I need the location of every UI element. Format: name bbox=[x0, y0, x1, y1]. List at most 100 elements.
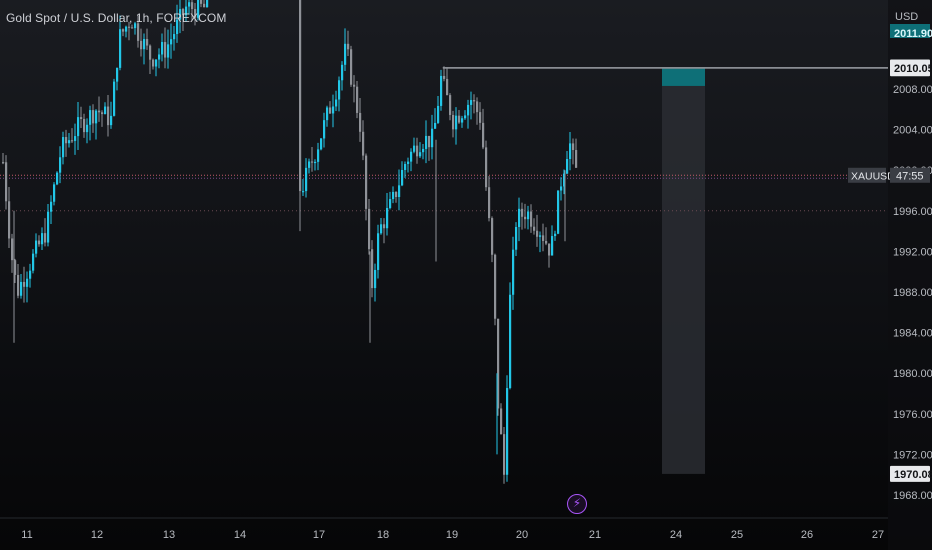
candle-body bbox=[548, 243, 551, 256]
candle-body bbox=[335, 99, 338, 107]
symbol-tag-bg bbox=[848, 167, 886, 183]
candle-body bbox=[86, 124, 89, 133]
candle-body bbox=[359, 112, 362, 132]
candle-body bbox=[56, 172, 59, 185]
candle-body bbox=[23, 281, 26, 287]
candle-body bbox=[374, 269, 377, 289]
currency-label: USD bbox=[895, 11, 918, 23]
price-axis-bg bbox=[888, 0, 932, 550]
candle-body bbox=[521, 208, 524, 217]
candle-body bbox=[428, 135, 431, 148]
symbol-tag: XAUUSD bbox=[851, 170, 895, 182]
candle-body bbox=[446, 78, 449, 96]
candle-body bbox=[473, 100, 476, 102]
x-tick-label: 21 bbox=[589, 529, 601, 541]
y-tick-label: 1996.00 bbox=[893, 206, 932, 218]
candle-body bbox=[119, 29, 122, 68]
candle-body bbox=[44, 233, 47, 243]
candle-body bbox=[482, 122, 485, 148]
candle-body bbox=[167, 44, 170, 58]
candle-body bbox=[386, 208, 389, 229]
candle-body bbox=[197, 0, 200, 18]
candle-body bbox=[170, 39, 173, 45]
candle-body bbox=[410, 151, 413, 162]
x-tick-label: 11 bbox=[21, 529, 32, 541]
candle-body bbox=[509, 294, 512, 389]
candle-body bbox=[542, 235, 545, 241]
projection-box bbox=[662, 85, 705, 474]
y-tick-label: 2004.00 bbox=[893, 125, 932, 137]
candle-body bbox=[137, 23, 140, 41]
candle-body bbox=[407, 161, 410, 165]
candle-body bbox=[26, 278, 29, 287]
candle-body bbox=[467, 104, 470, 116]
candle-body bbox=[308, 161, 311, 168]
x-tick-label: 13 bbox=[163, 529, 175, 541]
candle-body bbox=[173, 34, 176, 40]
candle-body bbox=[569, 143, 572, 159]
candle-body bbox=[11, 238, 14, 261]
x-tick-label: 26 bbox=[801, 529, 813, 541]
candle-body bbox=[458, 115, 461, 123]
candle-body bbox=[302, 191, 305, 193]
candle-body bbox=[20, 281, 23, 296]
countdown-tag: 47:55 bbox=[896, 170, 924, 182]
candle-body bbox=[416, 145, 419, 157]
candle-body bbox=[320, 138, 323, 150]
candle-body bbox=[59, 157, 62, 173]
candle-body bbox=[71, 140, 74, 142]
candle-body bbox=[95, 110, 98, 124]
candle-body bbox=[455, 115, 458, 130]
candle-body bbox=[464, 115, 467, 119]
candle-body bbox=[530, 211, 533, 227]
symbol-title[interactable]: Gold Spot / U.S. Dollar, 1h, FOREXCOM bbox=[6, 11, 227, 25]
candle-body bbox=[188, 2, 191, 7]
candle-body bbox=[143, 39, 146, 50]
candle-body bbox=[110, 115, 113, 126]
candle-body bbox=[491, 218, 494, 255]
candle-body bbox=[497, 318, 500, 409]
candle-body bbox=[494, 254, 497, 319]
lightning-bolt-icon[interactable]: ⚡ bbox=[567, 494, 587, 514]
candle-body bbox=[107, 106, 110, 126]
candle-body bbox=[443, 75, 446, 79]
candle-body bbox=[155, 59, 158, 67]
candle-body bbox=[452, 114, 455, 130]
candle-body bbox=[194, 9, 197, 18]
candle-body bbox=[377, 233, 380, 270]
top-price-tag: 2011.90 bbox=[894, 28, 932, 40]
candle-body bbox=[485, 147, 488, 188]
candle-body bbox=[422, 148, 425, 153]
candle-body bbox=[92, 110, 95, 124]
countdown-tag-bg bbox=[890, 167, 930, 183]
candle-body bbox=[539, 235, 542, 237]
candle-body bbox=[383, 224, 386, 229]
candle-body bbox=[503, 434, 506, 475]
candle-body bbox=[404, 164, 407, 170]
candle-body bbox=[512, 249, 515, 295]
candle-body bbox=[317, 149, 320, 162]
candle-body bbox=[347, 43, 350, 50]
candle-body bbox=[434, 122, 437, 129]
candle-body bbox=[74, 136, 77, 141]
candle-body bbox=[533, 226, 536, 231]
x-tick-label: 24 bbox=[670, 529, 682, 541]
candle-body bbox=[113, 81, 116, 116]
candle-body bbox=[431, 128, 434, 148]
candle-body bbox=[380, 224, 383, 234]
candle-body bbox=[323, 120, 326, 139]
candle-body bbox=[179, 9, 182, 20]
candle-body bbox=[80, 117, 83, 120]
x-tick-label: 19 bbox=[446, 529, 458, 541]
x-tick-label: 20 bbox=[516, 529, 528, 541]
level-b-tag-bg bbox=[890, 60, 930, 77]
candle-body bbox=[413, 145, 416, 152]
candle-body bbox=[518, 208, 521, 228]
candle-body bbox=[68, 140, 71, 144]
candle-body bbox=[563, 173, 566, 187]
candle-body bbox=[17, 274, 20, 296]
y-tick-label: 1988.00 bbox=[893, 287, 932, 299]
candle-body bbox=[326, 107, 329, 121]
